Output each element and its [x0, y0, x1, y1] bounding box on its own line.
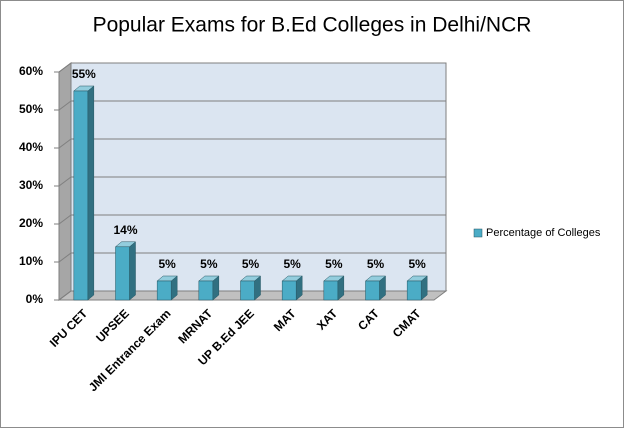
- data-label: 55%: [72, 67, 96, 81]
- grid-line: [58, 62, 72, 73]
- bar-side: [129, 241, 136, 301]
- chart-title: Popular Exams for B.Ed Colleges in Delhi…: [93, 14, 532, 37]
- legend-swatch: [473, 228, 483, 238]
- bar: [156, 280, 172, 301]
- bar: [240, 280, 255, 301]
- data-label: 5%: [200, 257, 218, 271]
- grid-line: [58, 138, 72, 149]
- data-label: 5%: [283, 257, 301, 271]
- y-tick-label: 10%: [19, 254, 43, 268]
- grid-line: [58, 100, 72, 111]
- data-label: 5%: [242, 257, 260, 271]
- y-tick-label: 40%: [19, 140, 43, 154]
- data-label: 5%: [158, 257, 176, 271]
- bar: [198, 280, 214, 301]
- bar: [406, 280, 422, 301]
- data-label: 14%: [113, 223, 137, 237]
- grid-line: [58, 252, 72, 263]
- grid-line: [58, 176, 72, 187]
- bar: [323, 280, 339, 301]
- legend-label: Percentage of Colleges: [486, 227, 601, 239]
- bar: [365, 280, 380, 301]
- data-label: 5%: [367, 257, 385, 271]
- y-tick-label: 0%: [26, 292, 44, 306]
- y-tick-label: 60%: [19, 64, 43, 78]
- y-tick-label: 30%: [19, 178, 43, 192]
- y-tick-label: 50%: [19, 102, 43, 116]
- bar: [281, 280, 297, 301]
- y-tick-label: 20%: [19, 216, 43, 230]
- bar: [115, 246, 130, 301]
- grid-line: [58, 214, 72, 225]
- data-label: 5%: [408, 257, 426, 271]
- grid-line: [58, 290, 72, 301]
- bar-side: [87, 85, 95, 301]
- data-label: 5%: [325, 257, 343, 271]
- bar: [73, 90, 89, 301]
